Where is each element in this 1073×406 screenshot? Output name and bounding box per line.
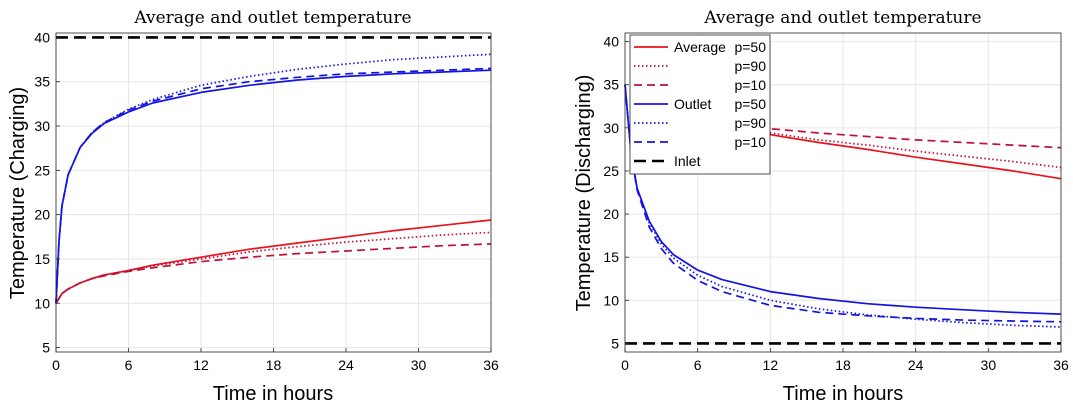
series-line-2 xyxy=(55,243,492,304)
x-tick-label: 36 xyxy=(483,357,499,373)
x-tick-label: 24 xyxy=(908,357,924,373)
x-axis-label: Time in hours xyxy=(783,383,903,405)
series-line-5 xyxy=(55,67,492,304)
series-line-0 xyxy=(55,219,492,304)
legend-label: Inlet xyxy=(674,153,701,169)
y-tick-label: 20 xyxy=(603,206,619,222)
series-line-4 xyxy=(624,84,1062,328)
series-line-0 xyxy=(745,128,1062,180)
series-line-3 xyxy=(624,84,1062,315)
legend-label: Average xyxy=(674,39,726,55)
y-tick-label: 40 xyxy=(34,29,50,45)
y-tick-label: 20 xyxy=(34,207,50,223)
chart-title: Average and outlet temperature xyxy=(703,8,981,28)
x-tick-label: 30 xyxy=(981,357,997,373)
legend-label: p=10 xyxy=(734,134,766,150)
series-line-1 xyxy=(745,128,1062,169)
x-tick-label: 12 xyxy=(763,357,779,373)
x-tick-label: 0 xyxy=(621,357,629,373)
y-tick-label: 15 xyxy=(603,249,619,265)
y-tick-label: 15 xyxy=(34,251,50,267)
y-tick-label: 5 xyxy=(42,340,50,356)
x-tick-label: 18 xyxy=(835,357,851,373)
y-tick-label: 35 xyxy=(603,77,619,93)
series-line-4 xyxy=(55,53,492,304)
charging-plot: Average and outlet temperature Time in h… xyxy=(7,8,499,405)
y-tick-label: 25 xyxy=(603,163,619,179)
legend: Average p=50 p=90 p=10 Outlet p=50 p=90 p=10 Inl… xyxy=(629,34,771,175)
series-line-2 xyxy=(746,125,1062,149)
y-axis-label: Temperature (Charging) xyxy=(7,87,29,299)
y-tick-label: 35 xyxy=(34,74,50,90)
y-axis-label: Temperature (Discharging) xyxy=(573,75,595,312)
legend-label: Outlet xyxy=(674,96,711,112)
discharging-plot: Average and outlet temperature Time in h… xyxy=(573,8,1069,405)
x-tick-label: 6 xyxy=(694,357,702,373)
y-tick-label: 10 xyxy=(34,295,50,311)
legend-label: p=90 xyxy=(734,58,766,74)
x-tick-label: 24 xyxy=(338,357,354,373)
y-tick-label: 10 xyxy=(603,292,619,308)
x-tick-label: 18 xyxy=(266,357,282,373)
series-line-5 xyxy=(624,84,1062,323)
x-tick-label: 6 xyxy=(125,357,133,373)
x-tick-label: 12 xyxy=(193,357,209,373)
chart-title: Average and outlet temperature xyxy=(133,8,411,28)
x-tick-label: 36 xyxy=(1053,357,1069,373)
legend-label: p=10 xyxy=(734,77,766,93)
y-tick-label: 5 xyxy=(611,335,619,351)
y-tick-label: 25 xyxy=(34,162,50,178)
legend-label: p=50 xyxy=(734,39,766,55)
y-tick-label: 30 xyxy=(603,120,619,136)
x-tick-label: 30 xyxy=(411,357,427,373)
y-tick-label: 30 xyxy=(34,118,50,134)
x-tick-label: 0 xyxy=(52,357,60,373)
x-axis-label: Time in hours xyxy=(213,383,333,405)
y-tick-label: 40 xyxy=(603,34,619,50)
legend-label: p=90 xyxy=(734,115,766,131)
legend-label: p=50 xyxy=(734,96,766,112)
